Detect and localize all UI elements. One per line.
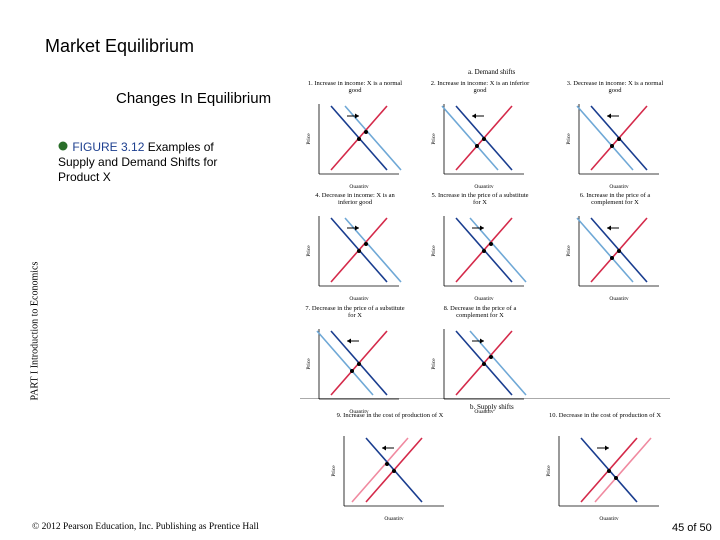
equilibrium-point (482, 137, 486, 141)
panel-title: 3. Decrease in income: X is a normal goo… (566, 80, 664, 94)
equilibrium-point (350, 369, 354, 373)
arrow-head (355, 113, 359, 119)
equilibrium-point (482, 362, 486, 366)
figure-text: Examples of Supply and Demand Shifts for… (58, 140, 218, 184)
equilibrium-point (475, 144, 479, 148)
demand-heading: a. Demand shifts (468, 68, 516, 76)
demand-curve-shifted (469, 217, 527, 283)
panel-graph: Price Quantity (546, 436, 659, 520)
arrow-head (347, 338, 351, 344)
slide-title: Market Equilibrium (45, 36, 195, 56)
figure-number: FIGURE 3.12 (72, 140, 145, 154)
arrow-head (382, 445, 386, 451)
equilibrium-point (614, 476, 618, 480)
quantity-label: Quantity (474, 409, 493, 413)
panel-graph: Price Quantity (306, 329, 399, 413)
demand-curve-shifted (441, 105, 499, 171)
equilibrium-point (482, 249, 486, 253)
arrow-head (607, 225, 611, 231)
panel-graph: Price Quantity (306, 216, 402, 300)
quantity-label: Quantity (599, 516, 618, 520)
price-label: Price (431, 245, 437, 257)
demand-curve-shifted (316, 330, 374, 396)
price-label: Price (331, 465, 337, 477)
arrow-head (472, 113, 476, 119)
supply-curve-shifted (351, 437, 409, 503)
supply-heading: b. Supply shifts (470, 403, 514, 411)
panel-title: 4. Decrease in income: X is an inferior … (315, 192, 395, 206)
equilibrium-point (357, 137, 361, 141)
price-label: Price (431, 358, 437, 370)
quantity-label: Quantity (384, 516, 403, 520)
panel-graph: Price Quantity (431, 216, 527, 300)
quantity-label: Quantity (609, 184, 628, 188)
panel-graph: Price Quantity (331, 436, 444, 520)
arrow-head (355, 225, 359, 231)
equilibrium-point (364, 130, 368, 134)
quantity-label: Quantity (349, 296, 368, 300)
copyright: © 2012 Pearson Education, Inc. Publishin… (32, 522, 259, 532)
supply-curve-shifted (594, 437, 652, 503)
arrow-head (480, 225, 484, 231)
quantity-label: Quantity (474, 184, 493, 188)
panel-title: 10. Decrease in the cost of production o… (548, 412, 662, 419)
equilibrium-point (617, 249, 621, 253)
panel-title: 1. Increase in income: X is a normal goo… (307, 80, 403, 94)
equilibrium-point (489, 242, 493, 246)
equilibrium-point (364, 242, 368, 246)
panel-title: 9. Increase in the cost of production of… (336, 412, 444, 419)
price-label: Price (431, 133, 437, 145)
demand-curve-shifted (576, 105, 634, 171)
equilibrium-point (392, 469, 396, 473)
panel-graph: Price Quantity (566, 104, 659, 188)
price-label: Price (306, 133, 312, 145)
bullet-icon (58, 141, 68, 151)
panel-title: 6. Increase in the price of a complement… (579, 192, 651, 206)
arrow-head (480, 338, 484, 344)
price-label: Price (306, 245, 312, 257)
demand-curve-shifted (344, 105, 402, 171)
demand-curve-shifted (344, 217, 402, 283)
panel-title: 7. Decrease in the price of a substitute… (305, 305, 405, 319)
divider (300, 398, 670, 399)
quantity-label: Quantity (349, 409, 368, 413)
panel-graph: Price Quantity (566, 216, 659, 300)
price-label: Price (306, 358, 312, 370)
equilibrium-point (610, 144, 614, 148)
panel-title: 8. Decrease in the price of a complement… (443, 305, 517, 319)
price-label: Price (546, 465, 552, 477)
slide-subtitle: Changes In Equilibrium (116, 90, 272, 107)
panel-graph: Price Quantity (306, 104, 402, 188)
price-label: Price (566, 245, 572, 257)
equilibrium-point (357, 249, 361, 253)
equilibrium-point (610, 256, 614, 260)
side-label: PART I Introduction to Economics (29, 261, 41, 401)
panel-title: 2. Increase in income: X is an inferior … (430, 80, 530, 94)
panel-graph: Price Quantity (431, 329, 527, 413)
quantity-label: Quantity (474, 296, 493, 300)
panel-graph: Price Quantity (431, 104, 524, 188)
demand-curve-shifted (576, 217, 634, 283)
equilibrium-point (489, 355, 493, 359)
quantity-label: Quantity (349, 184, 368, 188)
equilibrium-point (607, 469, 611, 473)
arrow-head (605, 445, 609, 451)
equilibrium-point (385, 462, 389, 466)
arrow-head (607, 113, 611, 119)
demand-curve-shifted (469, 330, 527, 396)
price-label: Price (566, 133, 572, 145)
quantity-label: Quantity (609, 296, 628, 300)
equilibrium-point (617, 137, 621, 141)
panel-title: 5. Increase in the price of a substitute… (431, 192, 529, 206)
page-number: 45 of 50 (672, 522, 712, 534)
equilibrium-point (357, 362, 361, 366)
figure-caption: FIGURE 3.12 Examples of Supply and Deman… (58, 140, 238, 185)
